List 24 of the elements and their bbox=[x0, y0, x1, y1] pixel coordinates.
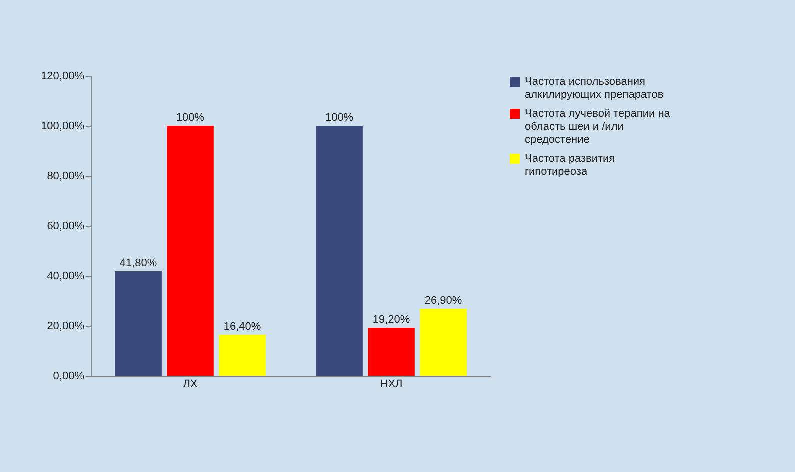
x-tick-label: НХЛ bbox=[380, 378, 403, 390]
bar bbox=[115, 272, 162, 376]
bar bbox=[167, 126, 214, 376]
bar bbox=[316, 126, 363, 376]
y-tick-label: 80,00% bbox=[47, 170, 85, 182]
bar bbox=[368, 328, 415, 376]
bar bbox=[420, 308, 467, 376]
bar bbox=[219, 335, 266, 376]
y-tick-label: 60,00% bbox=[47, 220, 85, 232]
x-tick-label: ЛХ bbox=[183, 378, 198, 390]
data-label: 100% bbox=[325, 112, 354, 124]
legend-label: Частота использования алкилирующих препаратов bbox=[525, 76, 664, 101]
data-label: 26,90% bbox=[424, 294, 462, 307]
legend-label: Частота лучевой терапии на область шеи и /или средостение bbox=[525, 108, 672, 146]
y-tick-label: 20,00% bbox=[47, 320, 85, 332]
legend-label: Частота развития гипотиреоза bbox=[525, 153, 616, 178]
y-tick-label: 0,00% bbox=[53, 370, 85, 382]
data-label: 41,80% bbox=[120, 258, 158, 270]
data-label: 16,40% bbox=[224, 321, 262, 333]
y-tick-label: 100,00% bbox=[41, 120, 85, 132]
data-label: 19,20% bbox=[372, 314, 410, 326]
y-tick-label: 40,00% bbox=[47, 270, 85, 282]
data-label: 100% bbox=[176, 112, 205, 124]
y-tick-label: 120,00% bbox=[41, 70, 85, 82]
